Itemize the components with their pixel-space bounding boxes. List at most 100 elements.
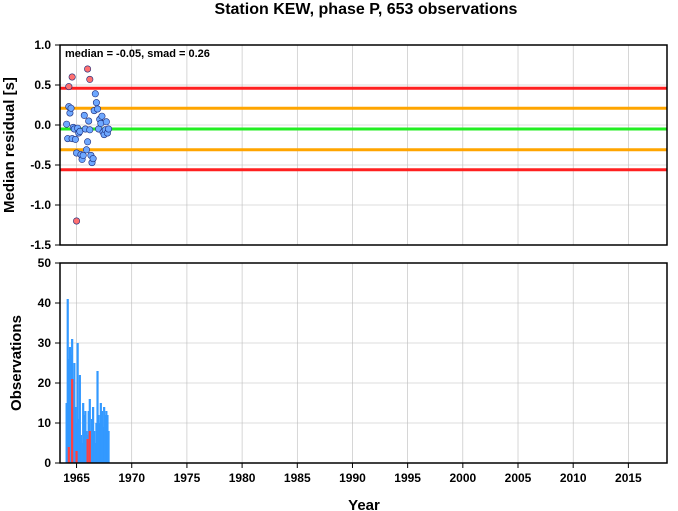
residual-point	[71, 135, 79, 143]
observation-bar	[100, 411, 104, 463]
observation-bar	[87, 411, 90, 463]
observations-y-ticks: 50 40 30 20 10 0	[38, 256, 60, 470]
outlier-observation-bar	[71, 379, 74, 463]
observation-bar	[95, 423, 98, 463]
observations-frame	[59, 262, 668, 464]
observation-bar	[106, 415, 109, 463]
observation-bar	[90, 419, 94, 463]
residual-point	[86, 126, 94, 134]
x-tick-label: 1995	[394, 471, 421, 485]
residual-point	[102, 118, 110, 126]
residual-point	[98, 112, 106, 120]
residual-point	[79, 151, 87, 159]
observation-bar	[89, 439, 93, 463]
residual-y-ticks: 1.0 0.5 0.0 -0.5 -1.0 -1.5	[30, 38, 60, 252]
observation-bar	[96, 371, 99, 463]
x-tick-label: 2010	[560, 471, 587, 485]
x-axis-label: Year	[348, 497, 380, 511]
residual-point	[85, 117, 93, 125]
residual-grid	[60, 44, 667, 246]
observation-bar	[93, 431, 96, 463]
residual-points	[63, 65, 113, 225]
residual-point	[91, 90, 99, 98]
residual-point	[105, 125, 113, 133]
y-tick-label: 40	[38, 296, 52, 310]
outlier-point	[86, 75, 94, 83]
reference-lines	[60, 86, 667, 172]
y-tick-label: -0.5	[30, 158, 51, 172]
observation-bar	[77, 419, 80, 463]
outlier-observation-bar	[67, 447, 70, 463]
stats-annotation: median = -0.05, smad = 0.26	[65, 48, 210, 60]
chart-title: Station KEW, phase P, 653 observations	[215, 1, 518, 18]
observation-bar	[75, 423, 78, 463]
observation-bar	[73, 363, 76, 463]
year-ticks: 1965 1970 1975 1980 1985 1990 1995 2000 2005 2010…	[63, 463, 642, 485]
residual-panel: 1.0 0.5 0.0 -0.5 -1.0 -1.5 median = -0.05, sm…	[1, 38, 668, 252]
x-tick-label: 2005	[505, 471, 532, 485]
outlier-point	[68, 73, 76, 81]
observation-bar	[66, 299, 69, 463]
observation-bar	[74, 407, 77, 463]
outlier-point	[65, 83, 73, 91]
observation-bar	[84, 411, 87, 463]
observation-bar	[76, 343, 79, 463]
observation-bar	[98, 423, 101, 463]
observation-bar	[67, 359, 70, 463]
observation-bar	[82, 403, 85, 463]
x-tick-label: 2015	[615, 471, 642, 485]
observation-bar	[78, 375, 81, 463]
x-tick-label: 1990	[339, 471, 366, 485]
residual-frame	[59, 44, 668, 246]
observation-bar	[83, 415, 86, 463]
y-tick-label: 0	[44, 456, 51, 470]
outlier-observation-bar	[88, 431, 91, 463]
x-tick-label: 1985	[284, 471, 311, 485]
x-tick-label: 1965	[63, 471, 90, 485]
residual-y-label: Median residual [s]	[1, 77, 18, 213]
residual-point	[63, 120, 71, 128]
y-tick-label: 50	[38, 256, 52, 270]
y-tick-label: 30	[38, 336, 52, 350]
observation-bar	[97, 415, 100, 463]
residual-point	[80, 111, 88, 119]
y-tick-label: 20	[38, 376, 52, 390]
y-tick-label: -1.5	[30, 238, 51, 252]
y-tick-label: 1.0	[34, 38, 51, 52]
outlier-point	[84, 65, 92, 73]
observation-bar	[69, 355, 73, 463]
outlier-observation-bar	[75, 451, 78, 463]
observation-bar	[85, 431, 88, 463]
residual-point	[84, 138, 92, 146]
observation-bar	[105, 411, 108, 463]
observation-bar	[79, 435, 83, 463]
residual-point	[89, 155, 97, 163]
observations-bars	[65, 299, 110, 463]
y-tick-label: 0.5	[34, 78, 51, 92]
observation-bar	[107, 431, 110, 463]
observations-y-label: Observations	[8, 315, 25, 411]
observation-bar	[68, 347, 72, 463]
y-tick-label: 10	[38, 416, 52, 430]
x-tick-label: 1970	[118, 471, 145, 485]
residual-point	[94, 105, 102, 113]
observations-grid	[60, 262, 667, 464]
observation-bar	[101, 427, 105, 463]
residual-point	[92, 99, 100, 107]
residual-point	[67, 104, 75, 112]
y-tick-label: 0.0	[34, 118, 51, 132]
x-tick-label: 1975	[174, 471, 201, 485]
observation-bar	[80, 443, 84, 463]
observation-bar	[92, 407, 95, 463]
outlier-point	[73, 217, 81, 225]
x-tick-label: 1980	[229, 471, 256, 485]
observation-bar	[104, 415, 107, 463]
y-tick-label: -1.0	[30, 198, 51, 212]
outlier-observation-bar	[86, 439, 89, 463]
x-tick-label: 2000	[449, 471, 476, 485]
observation-bar	[65, 403, 68, 463]
residual-point	[82, 146, 90, 154]
observation-bar	[72, 379, 75, 463]
